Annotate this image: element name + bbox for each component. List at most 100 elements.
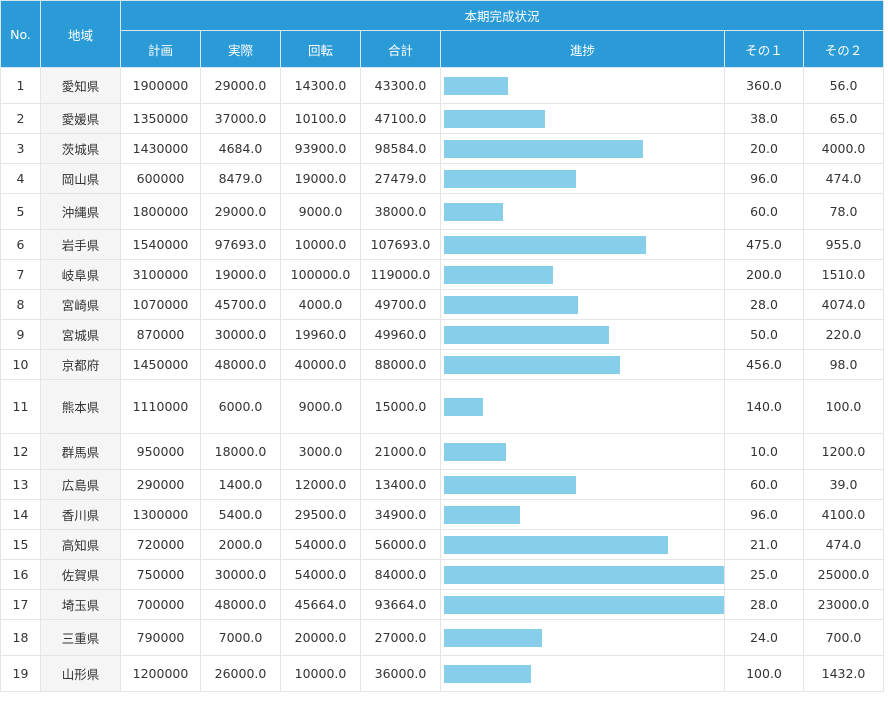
cell-total[interactable]: 88000.0: [360, 349, 441, 380]
cell-other2[interactable]: 98.0: [803, 349, 884, 380]
cell-area[interactable]: 三重県: [40, 619, 121, 656]
cell-actual[interactable]: 29000.0: [200, 67, 281, 104]
table-row[interactable]: 7 岐阜県 3100000 19000.0 100000.0 119000.0 200.0 1…: [0, 259, 884, 290]
cell-turnover[interactable]: 12000.0: [280, 469, 361, 500]
cell-progress[interactable]: [440, 349, 725, 380]
cell-turnover[interactable]: 20000.0: [280, 619, 361, 656]
cell-progress[interactable]: [440, 589, 725, 620]
cell-other2[interactable]: 39.0: [803, 469, 884, 500]
cell-area[interactable]: 広島県: [40, 469, 121, 500]
cell-actual[interactable]: 6000.0: [200, 379, 281, 434]
cell-progress[interactable]: [440, 67, 725, 104]
cell-actual[interactable]: 18000.0: [200, 433, 281, 470]
cell-other1[interactable]: 21.0: [724, 529, 804, 560]
cell-total[interactable]: 49960.0: [360, 319, 441, 350]
cell-other2[interactable]: 474.0: [803, 163, 884, 194]
cell-no[interactable]: 1: [0, 67, 41, 104]
cell-turnover[interactable]: 29500.0: [280, 499, 361, 530]
cell-turnover[interactable]: 10000.0: [280, 229, 361, 260]
cell-plan[interactable]: 600000: [120, 163, 201, 194]
cell-other1[interactable]: 38.0: [724, 103, 804, 134]
table-row[interactable]: 14 香川県 1300000 5400.0 29500.0 34900.0 96.0 4100…: [0, 499, 884, 530]
cell-plan[interactable]: 1110000: [120, 379, 201, 434]
col-header-actual[interactable]: 実際: [200, 30, 281, 68]
cell-no[interactable]: 2: [0, 103, 41, 134]
cell-no[interactable]: 14: [0, 499, 41, 530]
cell-no[interactable]: 11: [0, 379, 41, 434]
cell-other2[interactable]: 56.0: [803, 67, 884, 104]
cell-other1[interactable]: 50.0: [724, 319, 804, 350]
cell-plan[interactable]: 1430000: [120, 133, 201, 164]
cell-total[interactable]: 36000.0: [360, 655, 441, 692]
cell-plan[interactable]: 950000: [120, 433, 201, 470]
cell-area[interactable]: 沖縄県: [40, 193, 121, 230]
cell-other2[interactable]: 100.0: [803, 379, 884, 434]
table-row[interactable]: 10 京都府 1450000 48000.0 40000.0 88000.0 456.0 98…: [0, 349, 884, 380]
cell-other2[interactable]: 23000.0: [803, 589, 884, 620]
cell-progress[interactable]: [440, 559, 725, 590]
cell-total[interactable]: 38000.0: [360, 193, 441, 230]
cell-turnover[interactable]: 10000.0: [280, 655, 361, 692]
cell-actual[interactable]: 30000.0: [200, 319, 281, 350]
cell-turnover[interactable]: 45664.0: [280, 589, 361, 620]
table-row[interactable]: 1 愛知県 1900000 29000.0 14300.0 43300.0 360.0 56.…: [0, 67, 884, 104]
table-row[interactable]: 19 山形県 1200000 26000.0 10000.0 36000.0 100.0 14…: [0, 655, 884, 692]
cell-actual[interactable]: 26000.0: [200, 655, 281, 692]
table-row[interactable]: 3 茨城県 1430000 4684.0 93900.0 98584.0 20.0 4000.…: [0, 133, 884, 164]
cell-other2[interactable]: 955.0: [803, 229, 884, 260]
col-header-turnover[interactable]: 回転: [280, 30, 361, 68]
cell-actual[interactable]: 5400.0: [200, 499, 281, 530]
cell-area[interactable]: 岡山県: [40, 163, 121, 194]
col-header-plan[interactable]: 計画: [120, 30, 201, 68]
cell-no[interactable]: 6: [0, 229, 41, 260]
cell-progress[interactable]: [440, 193, 725, 230]
cell-total[interactable]: 27000.0: [360, 619, 441, 656]
cell-total[interactable]: 119000.0: [360, 259, 441, 290]
cell-other1[interactable]: 360.0: [724, 67, 804, 104]
cell-other1[interactable]: 60.0: [724, 193, 804, 230]
cell-area[interactable]: 宮城県: [40, 319, 121, 350]
cell-plan[interactable]: 750000: [120, 559, 201, 590]
cell-actual[interactable]: 48000.0: [200, 589, 281, 620]
cell-plan[interactable]: 1350000: [120, 103, 201, 134]
cell-other2[interactable]: 700.0: [803, 619, 884, 656]
cell-other2[interactable]: 474.0: [803, 529, 884, 560]
cell-actual[interactable]: 45700.0: [200, 289, 281, 320]
cell-area[interactable]: 佐賀県: [40, 559, 121, 590]
table-row[interactable]: 5 沖縄県 1800000 29000.0 9000.0 38000.0 60.0 78.0: [0, 193, 884, 230]
table-row[interactable]: 9 宮城県 870000 30000.0 19960.0 49960.0 50.0 220.0: [0, 319, 884, 350]
cell-turnover[interactable]: 40000.0: [280, 349, 361, 380]
cell-plan[interactable]: 720000: [120, 529, 201, 560]
cell-actual[interactable]: 29000.0: [200, 193, 281, 230]
cell-plan[interactable]: 3100000: [120, 259, 201, 290]
cell-progress[interactable]: [440, 499, 725, 530]
cell-turnover[interactable]: 19000.0: [280, 163, 361, 194]
cell-no[interactable]: 17: [0, 589, 41, 620]
col-header-area[interactable]: 地域: [40, 0, 121, 68]
cell-progress[interactable]: [440, 619, 725, 656]
cell-progress[interactable]: [440, 103, 725, 134]
cell-other2[interactable]: 1200.0: [803, 433, 884, 470]
cell-turnover[interactable]: 10100.0: [280, 103, 361, 134]
cell-actual[interactable]: 2000.0: [200, 529, 281, 560]
cell-turnover[interactable]: 93900.0: [280, 133, 361, 164]
cell-area[interactable]: 宮崎県: [40, 289, 121, 320]
cell-no[interactable]: 10: [0, 349, 41, 380]
cell-other1[interactable]: 28.0: [724, 289, 804, 320]
col-header-total[interactable]: 合計: [360, 30, 441, 68]
cell-turnover[interactable]: 54000.0: [280, 559, 361, 590]
table-row[interactable]: 16 佐賀県 750000 30000.0 54000.0 84000.0 25.0 2500…: [0, 559, 884, 590]
cell-total[interactable]: 34900.0: [360, 499, 441, 530]
cell-no[interactable]: 9: [0, 319, 41, 350]
cell-actual[interactable]: 8479.0: [200, 163, 281, 194]
cell-progress[interactable]: [440, 655, 725, 692]
cell-other2[interactable]: 220.0: [803, 319, 884, 350]
cell-actual[interactable]: 4684.0: [200, 133, 281, 164]
cell-other2[interactable]: 78.0: [803, 193, 884, 230]
col-header-no[interactable]: No.: [0, 0, 41, 68]
cell-progress[interactable]: [440, 529, 725, 560]
cell-plan[interactable]: 290000: [120, 469, 201, 500]
cell-other2[interactable]: 4074.0: [803, 289, 884, 320]
cell-other1[interactable]: 456.0: [724, 349, 804, 380]
cell-area[interactable]: 山形県: [40, 655, 121, 692]
